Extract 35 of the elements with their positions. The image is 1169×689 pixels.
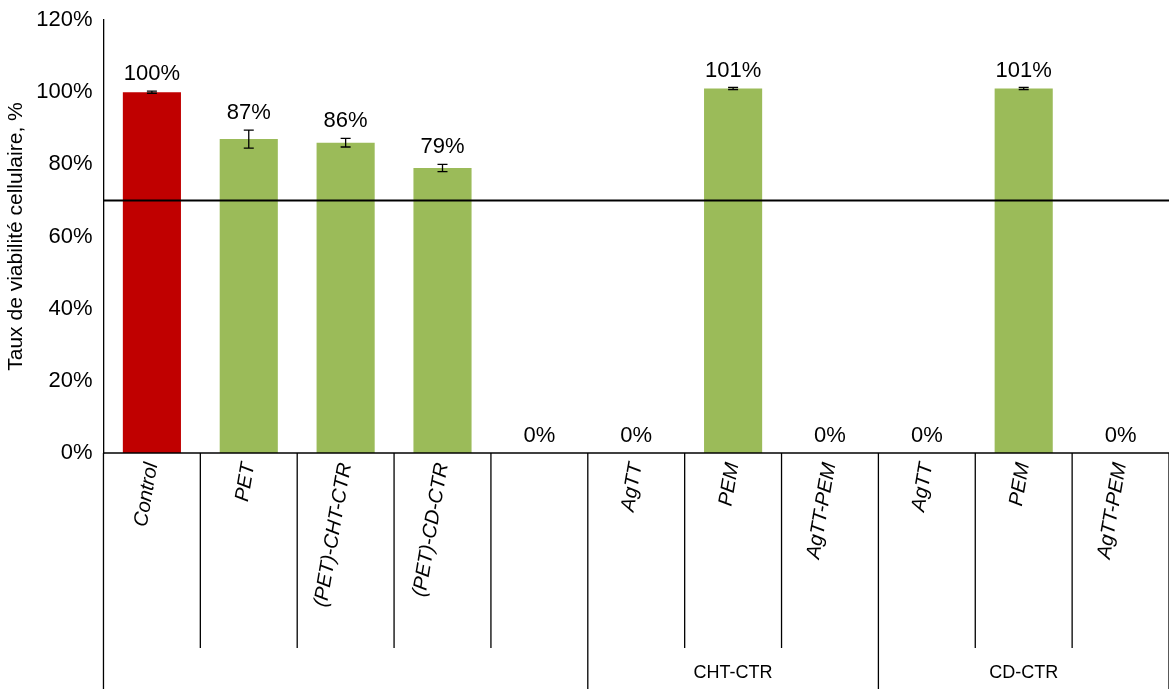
text: CHT-CTR xyxy=(693,661,773,682)
y-axis-title: Taux de viabilité cellulaire, % xyxy=(3,102,27,371)
data-label: 86% xyxy=(323,107,368,133)
y-tick-label: 40% xyxy=(48,294,93,320)
y-tick-label: 80% xyxy=(48,150,93,176)
x-tick-label: AgTT xyxy=(615,459,646,514)
data-label: 101% xyxy=(995,56,1052,82)
data-label: 101% xyxy=(704,56,762,82)
y-tick-label: 60% xyxy=(48,222,93,248)
y-tick-label: 0% xyxy=(60,439,93,465)
y-tick-label: 120% xyxy=(36,6,93,32)
bar xyxy=(704,88,763,453)
text: CD-CTR xyxy=(989,661,1059,682)
data-label: 0% xyxy=(620,422,653,448)
y-tick-label: 100% xyxy=(36,78,93,104)
bar xyxy=(219,139,278,453)
x-tick-label: AgTT-PEM xyxy=(1091,460,1131,562)
data-label: 0% xyxy=(1104,422,1137,448)
bar xyxy=(994,88,1053,453)
data-label: 79% xyxy=(420,133,465,159)
bar xyxy=(316,142,375,453)
y-tick-label: 20% xyxy=(48,366,93,392)
bar xyxy=(122,92,181,453)
bar xyxy=(413,167,472,453)
data-label: 0% xyxy=(814,422,846,448)
x-tick-label: PEM xyxy=(713,460,743,508)
data-label: 0% xyxy=(910,422,943,448)
x-tick-label: PEM xyxy=(1004,460,1034,508)
data-label: 87% xyxy=(226,99,271,125)
x-tick-label: AgTT-PEM xyxy=(801,460,840,562)
x-tick-label: PET xyxy=(229,459,259,503)
data-label: 0% xyxy=(523,422,556,448)
x-tick-label: Control xyxy=(128,460,162,529)
x-tick-label: AgTT xyxy=(906,459,937,514)
data-label: 100% xyxy=(123,60,181,86)
